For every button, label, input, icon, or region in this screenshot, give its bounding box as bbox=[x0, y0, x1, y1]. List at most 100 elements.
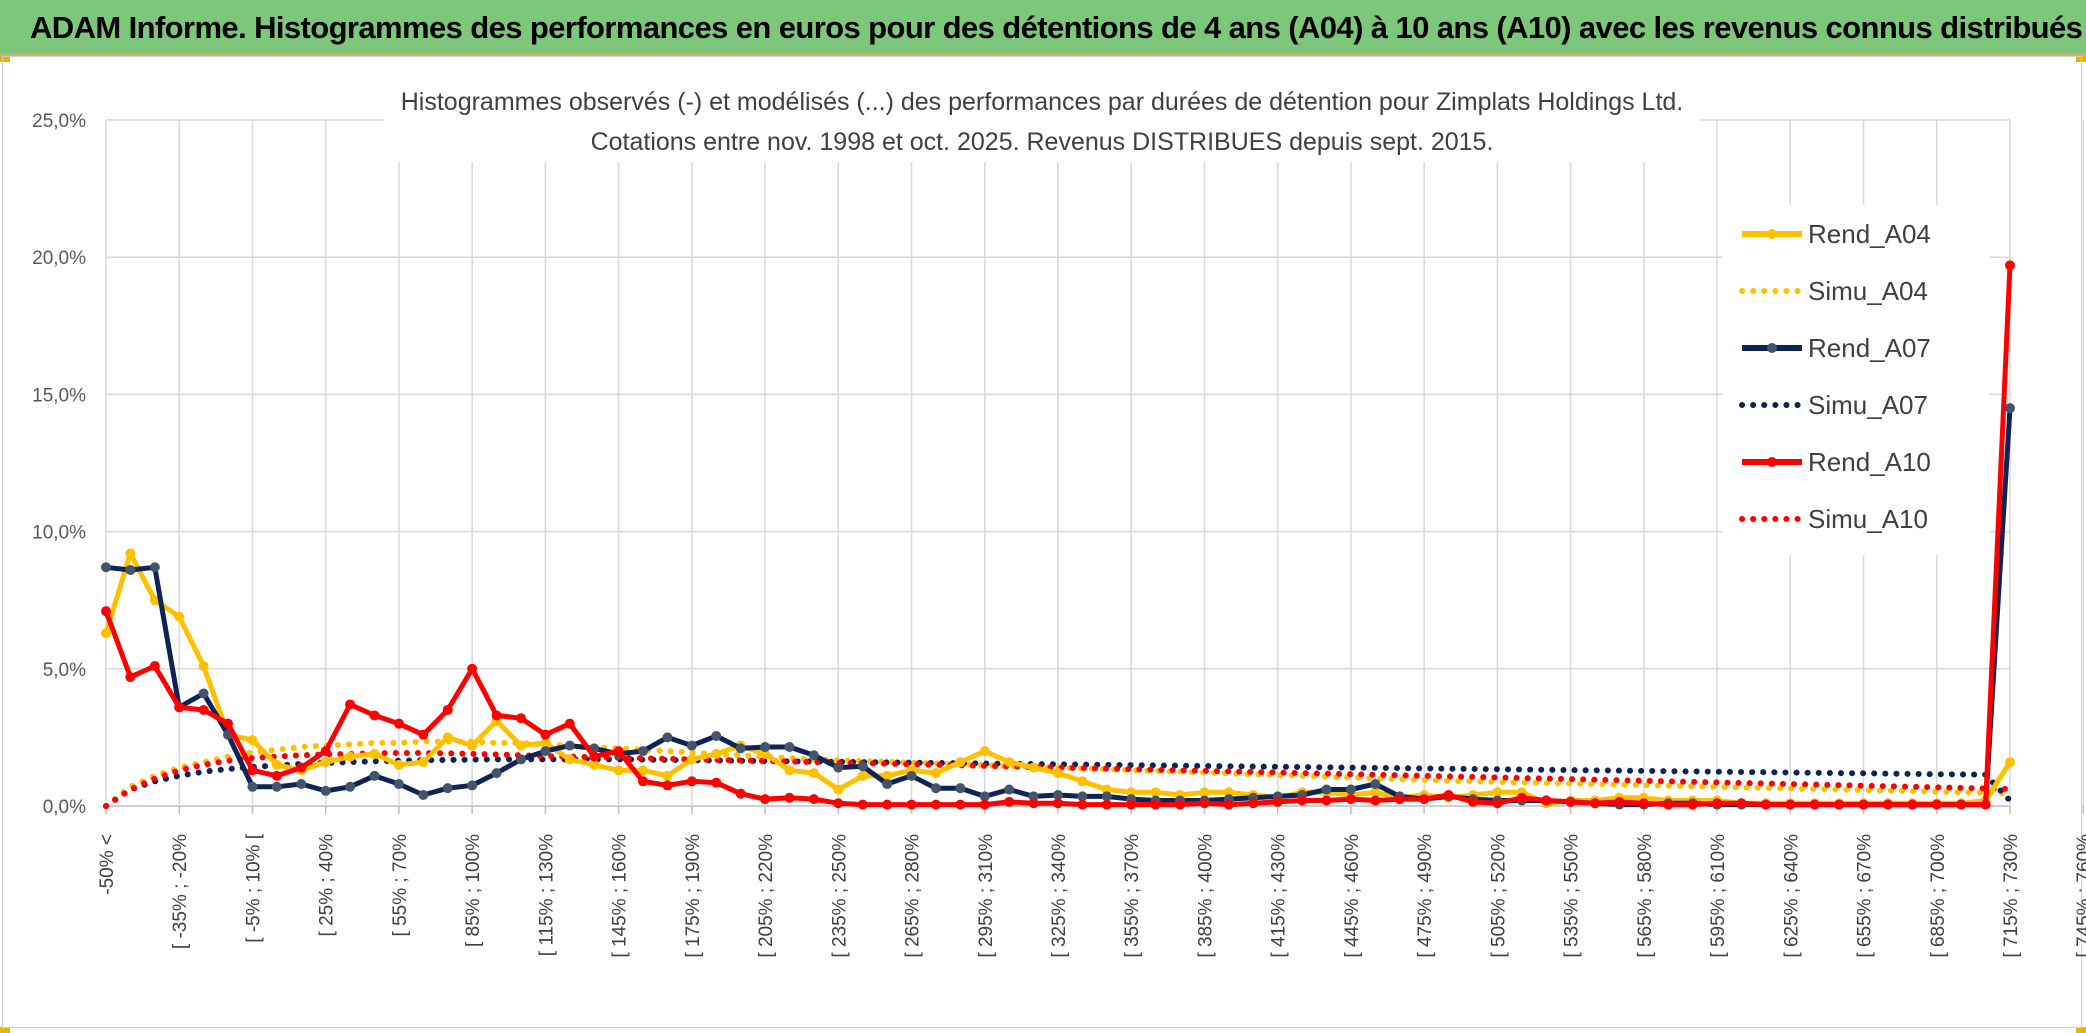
y-tick-label: 15,0% bbox=[32, 385, 86, 406]
data-point bbox=[613, 746, 624, 757]
data-point bbox=[271, 759, 282, 770]
data-point bbox=[393, 759, 404, 770]
chart-grid bbox=[105, 119, 2084, 807]
data-point bbox=[515, 754, 526, 765]
data-point bbox=[760, 742, 771, 753]
x-tick-label: [ 745% ; 760% bbox=[2074, 834, 2086, 958]
data-point bbox=[1272, 796, 1283, 807]
data-point bbox=[1345, 794, 1356, 805]
data-point bbox=[320, 746, 331, 757]
series-line-simu-a10 bbox=[103, 750, 2013, 809]
legend-label: Rend_A10 bbox=[1808, 447, 1931, 477]
data-point bbox=[1541, 795, 1552, 806]
data-point bbox=[467, 663, 478, 674]
data-point bbox=[1590, 798, 1601, 809]
data-point bbox=[1223, 799, 1234, 810]
data-point bbox=[1297, 795, 1308, 806]
data-point bbox=[101, 628, 111, 639]
data-point bbox=[149, 595, 160, 606]
data-point bbox=[1321, 795, 1332, 806]
data-point bbox=[857, 799, 868, 810]
data-point bbox=[784, 792, 795, 803]
legend-label: Simu_A07 bbox=[1808, 390, 1928, 420]
data-point bbox=[833, 798, 844, 809]
data-point bbox=[271, 781, 282, 792]
data-point bbox=[711, 748, 722, 759]
y-tick-label: 25,0% bbox=[32, 111, 86, 132]
data-point bbox=[711, 731, 722, 742]
data-point bbox=[686, 776, 697, 787]
data-point bbox=[125, 565, 136, 576]
chart-legend: Rend_A04 Simu_A04 Rend_A07 Simu_A07 Rend_A10… bbox=[1739, 219, 1931, 534]
data-point bbox=[1150, 787, 1161, 798]
data-point bbox=[2005, 403, 2015, 414]
data-point bbox=[540, 729, 551, 740]
corner-mark bbox=[2076, 1027, 2086, 1033]
corner-mark bbox=[0, 56, 10, 62]
data-point bbox=[1175, 799, 1186, 810]
data-point bbox=[1492, 787, 1503, 798]
data-point bbox=[1101, 799, 1112, 810]
data-point bbox=[1638, 798, 1649, 809]
data-point bbox=[418, 790, 429, 801]
data-point bbox=[955, 783, 966, 794]
data-point bbox=[1516, 792, 1527, 803]
data-point bbox=[857, 761, 868, 772]
data-point bbox=[418, 729, 429, 740]
data-point bbox=[2005, 260, 2015, 271]
data-point bbox=[564, 754, 575, 765]
data-point bbox=[1809, 799, 1820, 810]
data-point bbox=[515, 740, 526, 751]
x-tick-label: [ 295% ; 310% bbox=[976, 834, 997, 958]
data-point bbox=[247, 781, 258, 792]
x-tick-label: [ 505% ; 520% bbox=[1488, 834, 1509, 958]
x-tick-label: [ 205% ; 220% bbox=[756, 834, 777, 958]
x-tick-label: [ 55% ; 70% bbox=[390, 834, 411, 937]
data-point bbox=[735, 788, 746, 799]
data-point bbox=[1980, 799, 1991, 810]
chart-frame bbox=[2, 56, 2082, 1028]
data-point bbox=[564, 740, 575, 751]
data-point bbox=[930, 768, 941, 779]
data-point bbox=[442, 783, 453, 794]
x-tick-label: [ 115% ; 130% bbox=[536, 834, 557, 956]
data-point bbox=[1785, 799, 1796, 810]
data-point bbox=[589, 751, 600, 762]
data-point bbox=[296, 762, 307, 773]
x-tick-label: [ 475% ; 490% bbox=[1415, 834, 1436, 958]
data-point bbox=[467, 740, 478, 751]
data-point bbox=[491, 710, 502, 721]
data-point bbox=[442, 732, 453, 743]
data-point bbox=[735, 743, 746, 754]
data-point bbox=[1345, 784, 1356, 795]
data-point bbox=[125, 548, 136, 559]
data-point bbox=[369, 710, 380, 721]
x-tick-label: [ -5% ; 10% [ bbox=[243, 833, 264, 942]
data-point bbox=[491, 768, 502, 779]
x-tick-label: [ 685% ; 700% bbox=[1928, 834, 1949, 958]
data-point bbox=[882, 799, 893, 810]
data-point bbox=[1126, 787, 1137, 798]
x-tick-label: [ 415% ; 430% bbox=[1269, 834, 1290, 958]
legend-marker bbox=[1767, 343, 1777, 353]
legend-label: Simu_A04 bbox=[1808, 276, 1928, 306]
data-point bbox=[1028, 762, 1039, 773]
data-point bbox=[979, 791, 990, 802]
data-point bbox=[198, 661, 209, 672]
x-tick-label: [ 625% ; 640% bbox=[1781, 834, 1802, 958]
data-point bbox=[1028, 791, 1039, 802]
data-point bbox=[564, 718, 575, 729]
x-tick-label: [ 325% ; 340% bbox=[1049, 834, 1070, 958]
x-tick-label: [ 355% ; 370% bbox=[1122, 834, 1143, 958]
x-tick-label: [ 655% ; 670% bbox=[1855, 834, 1876, 958]
data-point bbox=[198, 704, 209, 715]
data-point bbox=[711, 777, 722, 788]
data-point bbox=[833, 762, 844, 773]
data-point bbox=[760, 794, 771, 805]
data-point bbox=[125, 672, 136, 683]
data-point bbox=[662, 732, 673, 743]
data-point bbox=[393, 779, 404, 790]
data-point bbox=[760, 748, 771, 759]
data-point bbox=[515, 713, 526, 724]
data-point bbox=[442, 704, 453, 715]
